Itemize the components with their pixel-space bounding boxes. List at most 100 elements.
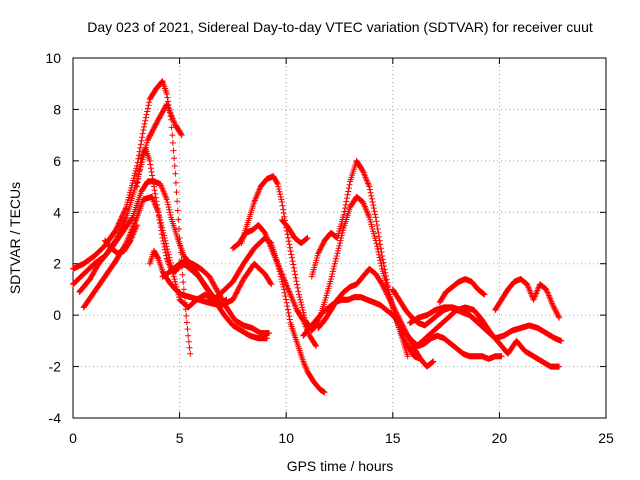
data-point	[292, 271, 299, 278]
data-point	[164, 199, 171, 205]
data-point	[302, 364, 309, 371]
data-point	[172, 170, 179, 177]
data-point	[172, 278, 179, 285]
data-point	[298, 301, 305, 308]
data-point	[480, 291, 487, 298]
data-point	[164, 257, 171, 264]
data-point	[336, 240, 343, 247]
plot-frame	[72, 57, 607, 419]
data-point	[382, 287, 389, 294]
data-point	[264, 335, 271, 342]
data-point	[166, 209, 173, 216]
x-tick-label: 5	[176, 430, 184, 446]
data-point	[288, 251, 295, 258]
data-point	[175, 216, 182, 223]
data-point	[186, 344, 193, 351]
x-tick-label: 20	[492, 430, 508, 446]
data-point	[290, 264, 297, 271]
data-point	[400, 334, 407, 340]
data-point	[146, 99, 153, 106]
data-point	[303, 235, 310, 242]
chart-title: Day 023 of 2021, Sidereal Day-to-day VTE…	[87, 19, 593, 35]
data-point	[388, 300, 395, 307]
data-point	[403, 340, 410, 347]
data-point	[370, 205, 377, 212]
data-point	[297, 296, 304, 303]
data-point	[377, 257, 384, 264]
data-point	[317, 245, 324, 252]
data-point	[384, 279, 391, 286]
data-point	[377, 260, 384, 267]
data-point	[430, 358, 437, 365]
data-point	[174, 198, 181, 205]
data-point	[551, 305, 558, 312]
data-point	[165, 258, 172, 265]
data-point	[554, 312, 561, 319]
data-point	[402, 337, 409, 344]
series-track-7	[159, 258, 273, 337]
data-point	[158, 231, 165, 238]
data-point	[374, 246, 381, 253]
data-point	[172, 179, 179, 186]
data-point	[160, 240, 167, 247]
data-point	[368, 195, 375, 202]
data-point	[120, 210, 127, 217]
y-tick-label: 6	[53, 153, 61, 169]
data-point	[374, 222, 381, 229]
data-point	[137, 145, 144, 151]
y-tick-label: 0	[53, 307, 61, 323]
data-point	[135, 175, 142, 182]
data-point	[138, 155, 145, 162]
data-point	[318, 244, 325, 250]
data-point	[146, 157, 153, 164]
data-point	[316, 247, 323, 254]
x-axis-label: GPS time / hours	[287, 458, 394, 474]
data-point	[345, 188, 352, 195]
data-point	[312, 341, 319, 348]
data-point	[315, 250, 322, 257]
series-track-17	[492, 276, 563, 321]
series-track-6	[146, 247, 230, 308]
data-point	[148, 168, 155, 175]
data-point	[375, 233, 382, 240]
data-point	[280, 210, 287, 217]
data-point	[140, 127, 147, 133]
data-point	[285, 309, 292, 316]
data-point	[550, 304, 557, 311]
data-point	[295, 291, 302, 298]
data-point	[377, 245, 384, 252]
data-point	[303, 365, 310, 372]
data-point	[133, 222, 140, 229]
data-point	[165, 204, 172, 211]
data-point	[552, 308, 559, 315]
data-point	[170, 147, 177, 154]
data-point	[154, 205, 161, 212]
data-point	[319, 242, 326, 249]
data-point	[287, 248, 294, 255]
data-point	[139, 130, 146, 137]
y-tick-label: 2	[53, 256, 61, 272]
data-point	[117, 217, 124, 224]
data-point	[290, 261, 297, 268]
data-point	[147, 161, 154, 168]
data-point	[294, 281, 301, 288]
data-point	[161, 246, 168, 253]
data-point	[160, 237, 167, 244]
data-point	[556, 314, 563, 321]
x-tick-label: 15	[385, 430, 401, 446]
data-point	[550, 303, 557, 310]
data-point	[126, 238, 133, 245]
data-point	[301, 361, 308, 368]
data-point	[168, 124, 175, 131]
data-point	[317, 246, 324, 253]
data-point	[391, 305, 398, 312]
data-point	[342, 205, 349, 212]
data-point	[281, 213, 288, 220]
data-point	[280, 206, 287, 213]
data-point	[429, 358, 436, 365]
data-point	[286, 313, 293, 320]
data-point	[122, 217, 129, 224]
series-track-5	[133, 145, 271, 342]
data-point	[161, 243, 168, 250]
data-point	[429, 359, 436, 366]
